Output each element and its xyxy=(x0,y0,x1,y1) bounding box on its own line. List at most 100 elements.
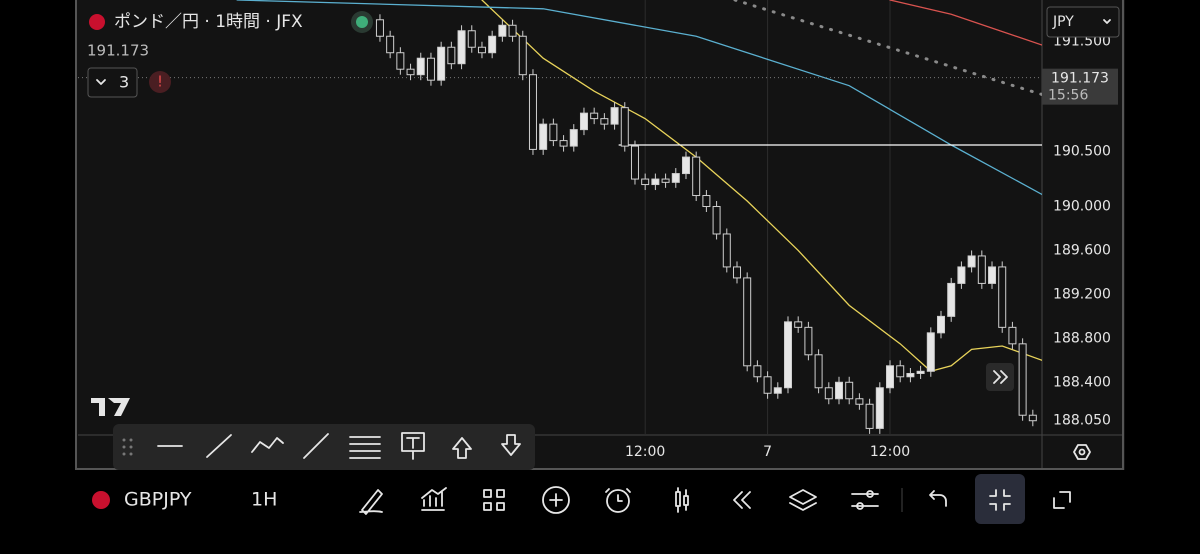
candle-body xyxy=(488,35,497,54)
candle-body xyxy=(671,173,680,183)
candle-body xyxy=(590,112,599,120)
knob xyxy=(856,502,864,510)
candle-body xyxy=(937,315,946,334)
candle-body xyxy=(630,145,639,180)
candle-body xyxy=(447,46,456,65)
x-tick-label: 7 xyxy=(763,444,772,460)
candle-body xyxy=(1028,414,1037,422)
undo-icon[interactable] xyxy=(929,490,947,507)
y-tick-label: 188.050 xyxy=(1053,413,1111,429)
chart-panel xyxy=(75,0,1125,470)
settings-icon[interactable] xyxy=(1073,444,1091,460)
drawing-toolbar xyxy=(113,424,535,470)
candle-body xyxy=(477,46,486,54)
footer-symbol[interactable]: GBPJPY xyxy=(124,489,192,511)
candle-body xyxy=(681,156,690,175)
currency-select[interactable] xyxy=(1046,6,1120,38)
candle-body xyxy=(886,365,895,389)
alerts-toggle[interactable] xyxy=(87,67,138,98)
indicators-icon[interactable] xyxy=(421,487,447,511)
last-price-box xyxy=(1042,68,1118,105)
candle-body xyxy=(549,123,558,142)
flag-icon xyxy=(92,491,110,509)
candle-body xyxy=(396,52,405,70)
candle-body xyxy=(651,178,660,186)
tool-ray[interactable] xyxy=(303,433,329,459)
y-tick-label: 189.200 xyxy=(1053,286,1111,302)
drag-handle[interactable] xyxy=(122,438,133,456)
candle-body xyxy=(457,30,466,65)
candle-body xyxy=(875,387,884,429)
tool-arrow-up[interactable] xyxy=(452,437,472,459)
plus xyxy=(549,493,563,507)
candle-body xyxy=(845,381,854,400)
candle-body xyxy=(906,372,915,378)
indicator-line xyxy=(733,0,1042,96)
candle-body xyxy=(528,74,537,150)
candle-body xyxy=(967,255,976,268)
candle-body xyxy=(386,35,395,54)
candle-body xyxy=(559,140,568,147)
candle-body xyxy=(641,178,650,186)
add-icon[interactable] xyxy=(542,486,570,514)
candle-body xyxy=(957,266,966,284)
y-tick-label: 189.600 xyxy=(1053,242,1111,258)
candle-body xyxy=(855,398,864,405)
candle-body xyxy=(692,156,701,197)
candle-body xyxy=(600,118,609,125)
candle-body xyxy=(467,30,476,48)
replay-icon[interactable] xyxy=(733,491,751,509)
candle-body xyxy=(426,57,435,81)
x-tick-label: 12:00 xyxy=(625,444,665,460)
candle-body xyxy=(722,233,731,268)
indicator-line xyxy=(481,0,1042,373)
candle-body xyxy=(406,68,415,76)
symbol-title[interactable]: ポンド／円 · 1時間 · JFX xyxy=(114,12,303,32)
footer-interval[interactable]: 1H xyxy=(251,489,277,511)
fullscreen-exit-bg[interactable] xyxy=(975,474,1025,524)
candle-body xyxy=(416,57,425,76)
x-tick-label: 12:00 xyxy=(870,444,910,460)
alert-badge[interactable] xyxy=(149,71,171,93)
chevron xyxy=(1103,19,1111,24)
expand-icon[interactable] xyxy=(1053,491,1071,509)
settings-lines[interactable] xyxy=(851,493,879,507)
layers-icon[interactable] xyxy=(789,489,817,511)
knob xyxy=(866,490,874,498)
candle-body xyxy=(896,365,905,378)
status-dot xyxy=(356,16,368,28)
candle-body xyxy=(865,403,874,429)
indicator-line xyxy=(236,0,1042,196)
candle-body xyxy=(794,321,803,328)
tool-arrow-down[interactable] xyxy=(501,434,521,456)
countdown-label: 15:56 xyxy=(1048,88,1088,104)
candle-body xyxy=(814,354,823,389)
candle-body xyxy=(661,178,670,183)
candle-body xyxy=(753,365,762,378)
y-tick-label: 188.800 xyxy=(1053,330,1111,346)
candle-body xyxy=(508,24,517,37)
candle-body xyxy=(998,266,1007,328)
draw-icon[interactable] xyxy=(359,489,383,515)
candle-body xyxy=(702,195,711,208)
tool-text[interactable] xyxy=(401,432,425,460)
candle-body xyxy=(977,255,986,284)
candle-body xyxy=(926,332,935,372)
candle-body xyxy=(437,46,446,81)
logo xyxy=(91,398,130,416)
tool-trend[interactable] xyxy=(206,434,232,458)
candles-icon[interactable] xyxy=(675,487,689,513)
candle-body xyxy=(498,24,507,37)
y-tick-label: 191.500 xyxy=(1053,34,1111,50)
tool-fib[interactable] xyxy=(349,436,381,459)
candle-body xyxy=(1008,326,1017,345)
tool-path[interactable] xyxy=(251,437,284,453)
candle-body xyxy=(916,370,925,374)
alarm-icon[interactable] xyxy=(606,489,630,513)
indicator-line xyxy=(889,0,1042,46)
last-price-label: 191.173 xyxy=(1051,71,1109,87)
candle-body xyxy=(763,376,772,394)
y-tick-label: 190.500 xyxy=(1053,144,1111,160)
layout-icon[interactable] xyxy=(483,489,505,511)
